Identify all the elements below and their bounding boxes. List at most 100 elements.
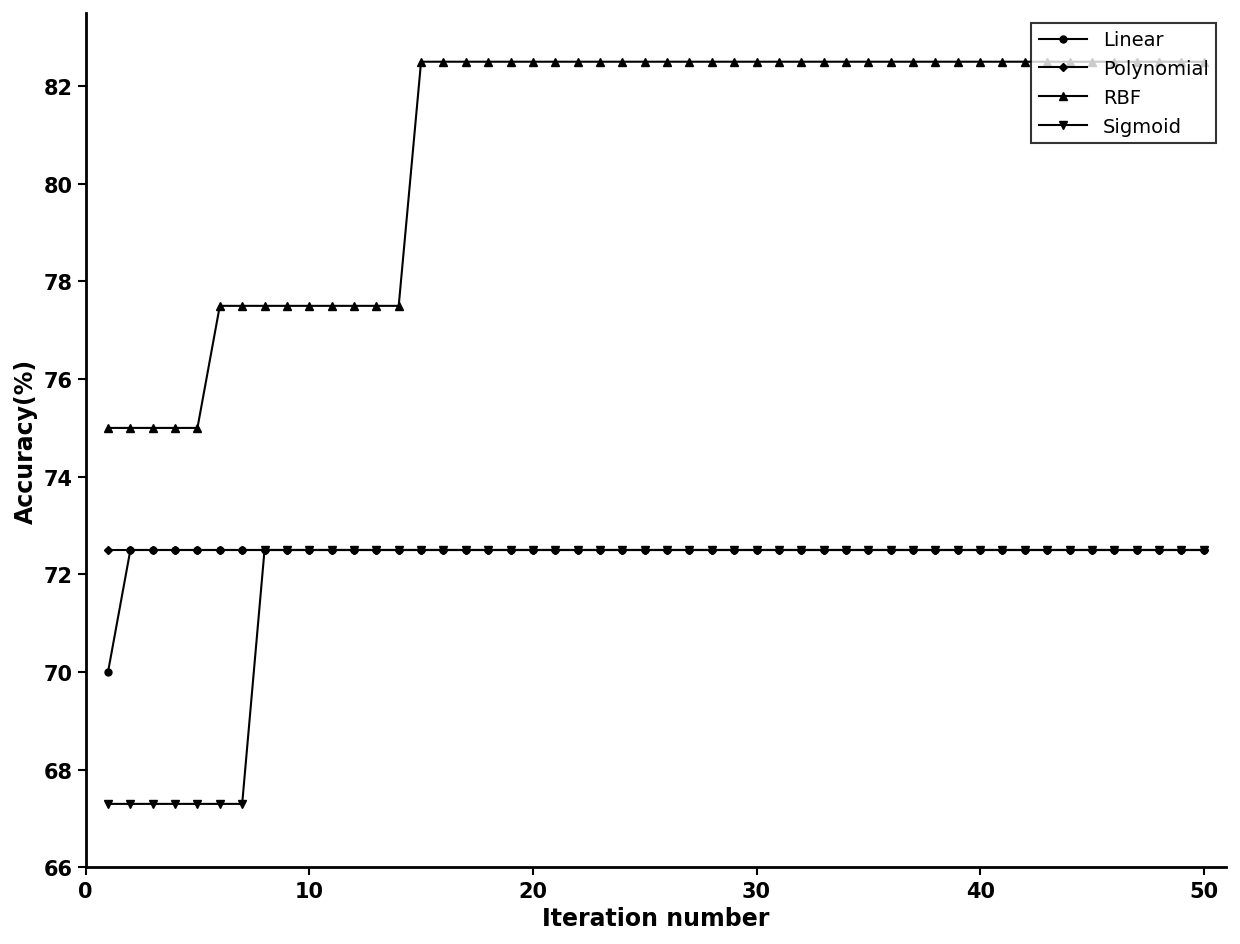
Sigmoid	[234, 799, 249, 810]
Linear	[905, 545, 920, 556]
Polynomial	[615, 545, 630, 556]
RBF	[1197, 57, 1211, 68]
Sigmoid	[370, 545, 384, 556]
Linear	[972, 545, 987, 556]
Polynomial	[459, 545, 474, 556]
Polynomial	[749, 545, 764, 556]
Linear	[749, 545, 764, 556]
Polynomial	[637, 545, 652, 556]
RBF	[682, 57, 697, 68]
Sigmoid	[950, 545, 965, 556]
Linear	[212, 545, 227, 556]
Sigmoid	[324, 545, 339, 556]
Sigmoid	[1130, 545, 1145, 556]
Polynomial	[838, 545, 853, 556]
Polynomial	[1085, 545, 1100, 556]
Sigmoid	[459, 545, 474, 556]
Sigmoid	[1017, 545, 1032, 556]
Sigmoid	[838, 545, 853, 556]
Sigmoid	[212, 799, 227, 810]
RBF	[123, 423, 138, 434]
Y-axis label: Accuracy(%): Accuracy(%)	[14, 358, 38, 523]
Linear	[637, 545, 652, 556]
Polynomial	[123, 545, 138, 556]
Legend: Linear, Polynomial, RBF, Sigmoid: Linear, Polynomial, RBF, Sigmoid	[1030, 24, 1216, 144]
RBF	[279, 301, 294, 312]
Polynomial	[704, 545, 719, 556]
Line: Polynomial: Polynomial	[105, 548, 1207, 553]
Polynomial	[771, 545, 786, 556]
RBF	[615, 57, 630, 68]
Linear	[682, 545, 697, 556]
Linear	[1130, 545, 1145, 556]
Polynomial	[324, 545, 339, 556]
Polynomial	[727, 545, 742, 556]
Polynomial	[950, 545, 965, 556]
X-axis label: Iteration number: Iteration number	[542, 906, 770, 930]
RBF	[190, 423, 205, 434]
Linear	[928, 545, 942, 556]
RBF	[1040, 57, 1055, 68]
RBF	[1063, 57, 1078, 68]
Sigmoid	[301, 545, 316, 556]
RBF	[234, 301, 249, 312]
RBF	[346, 301, 361, 312]
Linear	[414, 545, 429, 556]
Polynomial	[392, 545, 407, 556]
RBF	[459, 57, 474, 68]
Linear	[1197, 545, 1211, 556]
Polynomial	[593, 545, 608, 556]
Polynomial	[1040, 545, 1055, 556]
Sigmoid	[548, 545, 563, 556]
Linear	[123, 545, 138, 556]
Sigmoid	[1152, 545, 1167, 556]
Linear	[548, 545, 563, 556]
Sigmoid	[727, 545, 742, 556]
RBF	[861, 57, 875, 68]
Linear	[481, 545, 496, 556]
Linear	[1063, 545, 1078, 556]
RBF	[972, 57, 987, 68]
Linear	[1040, 545, 1055, 556]
RBF	[1085, 57, 1100, 68]
RBF	[526, 57, 541, 68]
Sigmoid	[861, 545, 875, 556]
RBF	[593, 57, 608, 68]
Linear	[727, 545, 742, 556]
RBF	[1174, 57, 1189, 68]
RBF	[503, 57, 518, 68]
Linear	[615, 545, 630, 556]
Sigmoid	[145, 799, 160, 810]
Sigmoid	[682, 545, 697, 556]
Polynomial	[167, 545, 182, 556]
Sigmoid	[883, 545, 898, 556]
Polynomial	[301, 545, 316, 556]
RBF	[570, 57, 585, 68]
Sigmoid	[257, 545, 272, 556]
Linear	[816, 545, 831, 556]
Sigmoid	[615, 545, 630, 556]
RBF	[414, 57, 429, 68]
Polynomial	[190, 545, 205, 556]
Sigmoid	[346, 545, 361, 556]
Sigmoid	[123, 799, 138, 810]
Sigmoid	[279, 545, 294, 556]
Sigmoid	[637, 545, 652, 556]
Linear	[861, 545, 875, 556]
Sigmoid	[190, 799, 205, 810]
Sigmoid	[972, 545, 987, 556]
Sigmoid	[570, 545, 585, 556]
Linear	[950, 545, 965, 556]
Sigmoid	[1085, 545, 1100, 556]
RBF	[727, 57, 742, 68]
Polynomial	[660, 545, 675, 556]
Linear	[1174, 545, 1189, 556]
RBF	[637, 57, 652, 68]
Linear	[145, 545, 160, 556]
Sigmoid	[704, 545, 719, 556]
Linear	[593, 545, 608, 556]
Sigmoid	[167, 799, 182, 810]
Sigmoid	[660, 545, 675, 556]
RBF	[481, 57, 496, 68]
Polynomial	[570, 545, 585, 556]
